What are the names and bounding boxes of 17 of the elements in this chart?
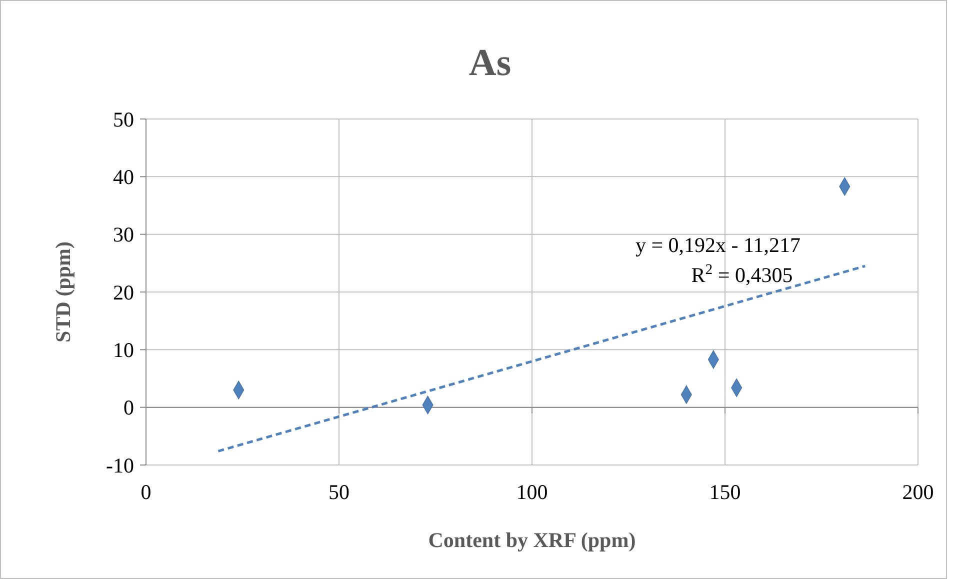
x-tick-label: 200 xyxy=(902,480,934,504)
y-axis-title: STD (ppm) xyxy=(51,242,75,342)
x-tick-label: 100 xyxy=(516,480,548,504)
y-tick-label: 40 xyxy=(113,165,134,190)
y-tick-label: 0 xyxy=(124,396,134,420)
x-tick-label: 150 xyxy=(709,480,741,504)
y-tick-label: -10 xyxy=(106,453,134,478)
y-tick-label: 10 xyxy=(113,338,134,362)
chart-title: As xyxy=(468,42,512,84)
y-tick-label: 50 xyxy=(113,107,134,132)
y-tick-label: 30 xyxy=(113,222,134,247)
x-axis-title: Content by XRF (ppm) xyxy=(428,528,636,552)
x-tick-label: 50 xyxy=(328,480,350,504)
annotation: y = 0,192x - 11,217 xyxy=(635,233,801,257)
x-tick-label: 0 xyxy=(140,480,152,504)
annotation: R$^{2}$ = 0,4305 xyxy=(691,262,793,287)
y-tick-label: 20 xyxy=(113,280,134,304)
